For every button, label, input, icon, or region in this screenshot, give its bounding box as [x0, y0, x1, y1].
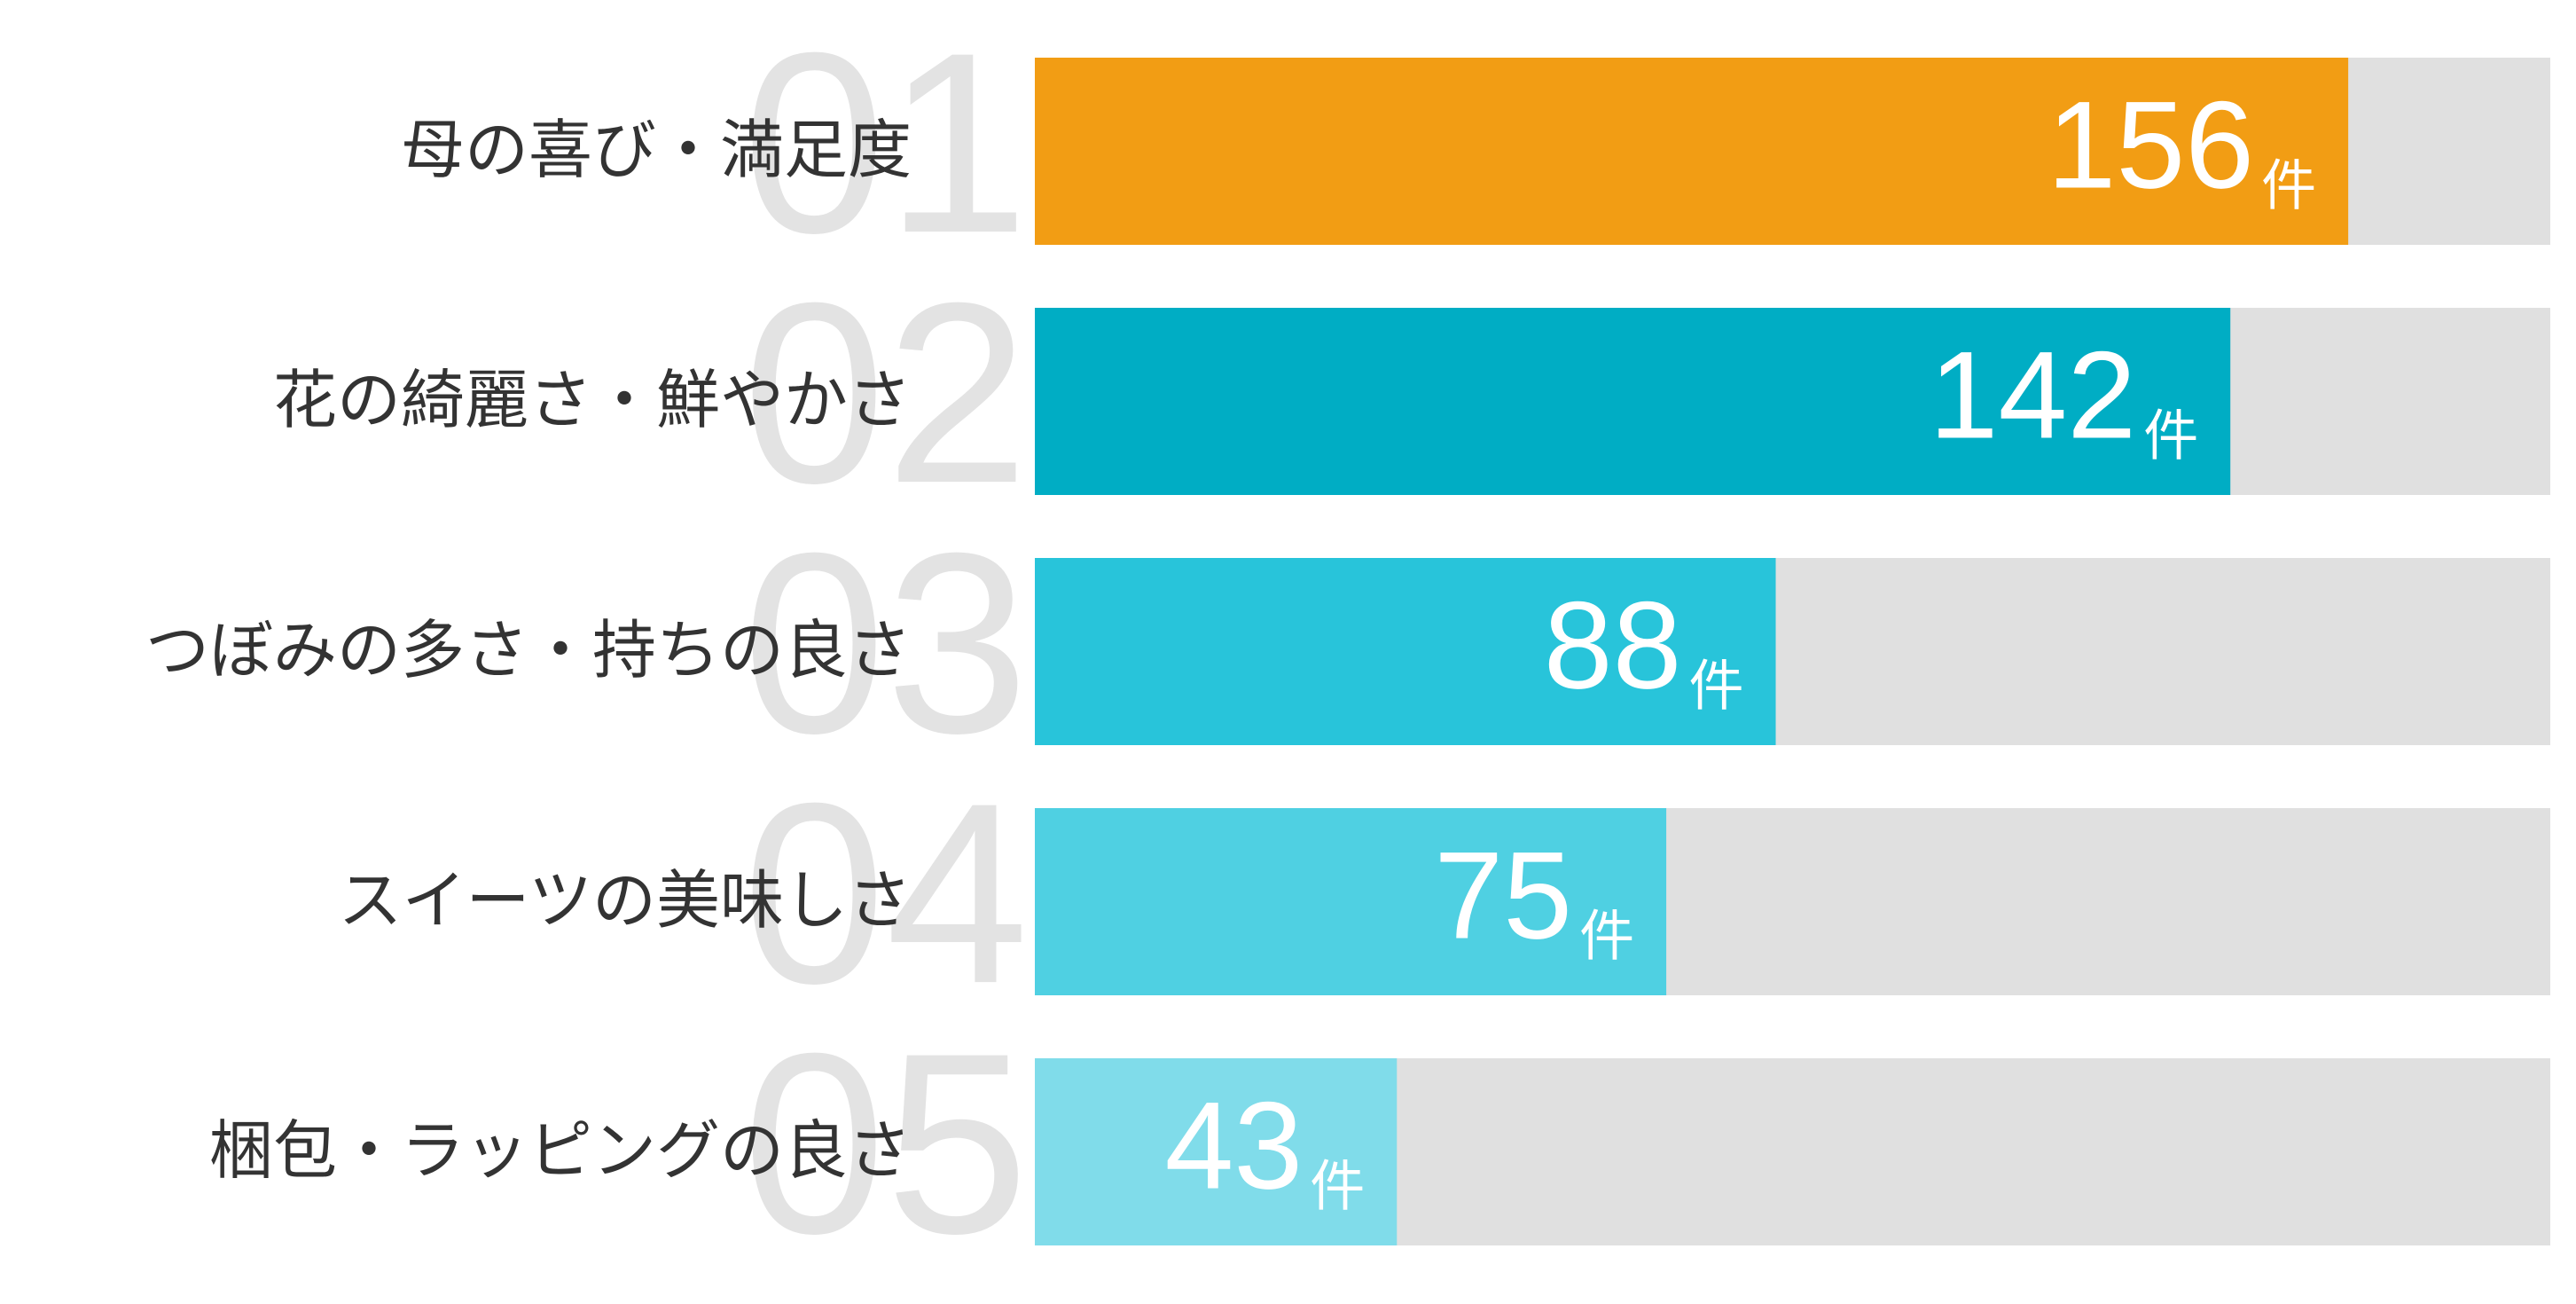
value-label: 43 件 [1165, 1075, 1366, 1217]
category-label: 花の綺麗さ・鮮やかさ [273, 363, 912, 437]
value-unit: 件 [1579, 907, 1634, 968]
value-number: 88 [1544, 575, 1682, 714]
bar [1035, 58, 2349, 245]
value-label: 156 件 [2047, 75, 2317, 216]
rank-number: 02 [742, 249, 1029, 537]
bar [1035, 558, 1776, 745]
category-label: 母の喜び・満足度 [401, 113, 912, 187]
rank-number: 03 [742, 499, 1029, 787]
category-label: つぼみの多さ・持ちの良さ [145, 613, 912, 687]
value-unit: 件 [1688, 656, 1743, 718]
rank-number: 01 [742, 0, 1029, 287]
value-unit: 件 [1310, 1157, 1365, 1218]
value-number: 156 [2047, 75, 2255, 214]
bar [1035, 308, 2231, 495]
value-label: 88 件 [1544, 575, 1744, 717]
rank-number: 04 [742, 750, 1029, 1037]
value-unit: 件 [2261, 156, 2316, 217]
value-number: 75 [1434, 825, 1572, 964]
bar [1035, 808, 1667, 995]
value-label: 142 件 [1930, 325, 2199, 467]
value-unit: 件 [2143, 406, 2198, 467]
value-label: 75 件 [1434, 825, 1634, 967]
bar [1035, 1058, 1398, 1245]
value-number: 43 [1165, 1075, 1304, 1214]
category-label: 梱包・ラッピングの良さ [209, 1113, 912, 1188]
value-number: 142 [1930, 325, 2137, 464]
category-label: スイーツの美味しさ [338, 863, 912, 938]
rank-number: 05 [742, 1000, 1029, 1287]
